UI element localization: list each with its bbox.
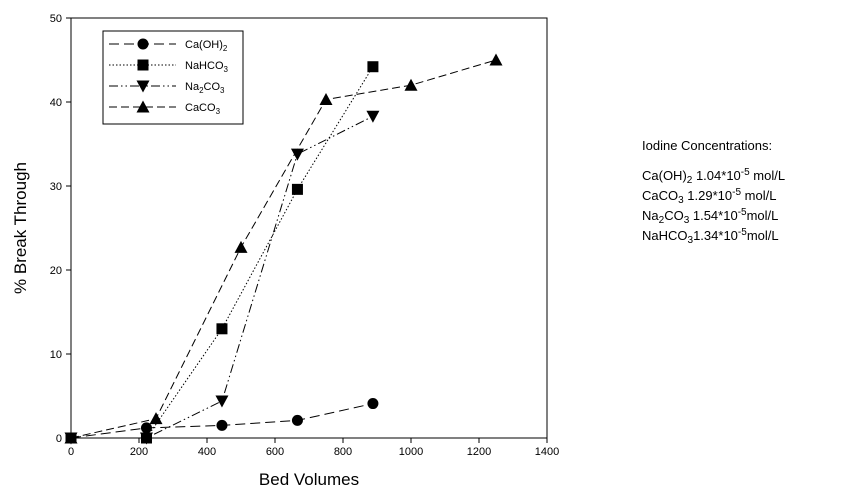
data-point bbox=[290, 148, 304, 161]
note-heading: Iodine Concentrations: bbox=[642, 138, 773, 153]
y-axis-title: % Break Through bbox=[11, 162, 30, 294]
data-point bbox=[216, 419, 228, 431]
y-tick-label: 20 bbox=[50, 265, 62, 277]
data-point bbox=[140, 422, 152, 434]
note-line-nahco3: NaHCO31.34*10-5mol/L bbox=[642, 227, 779, 246]
series-layer bbox=[64, 53, 503, 445]
y-tick-label: 50 bbox=[50, 13, 62, 25]
legend-label: CaCO3 bbox=[185, 102, 221, 116]
data-point bbox=[139, 432, 153, 445]
data-point bbox=[64, 431, 78, 444]
data-point bbox=[366, 110, 380, 123]
data-point bbox=[149, 412, 163, 425]
data-point bbox=[367, 398, 379, 410]
axes: 0 200 400 600 800 1000 1200 1400 0 10 20 30 40 50 bbox=[50, 13, 559, 458]
x-tick-label: 200 bbox=[130, 446, 148, 458]
legend-label: Ca(OH)2 bbox=[185, 39, 228, 53]
legend: Ca(OH)2 NaHCO3 Na2CO3 CaCO3 bbox=[102, 30, 244, 125]
series-line bbox=[70, 59, 497, 439]
series-2 bbox=[64, 110, 380, 445]
data-point bbox=[319, 92, 333, 105]
x-tick-label: 0 bbox=[68, 446, 74, 458]
legend-box bbox=[102, 30, 244, 125]
legend-marker bbox=[137, 59, 149, 71]
legend-marker bbox=[136, 100, 150, 113]
x-tick-label: 1200 bbox=[467, 446, 491, 458]
series-3 bbox=[64, 53, 503, 444]
data-point bbox=[291, 414, 303, 426]
series-line bbox=[71, 115, 374, 439]
note-line-na2co3: Na2CO3 1.54*10-5mol/L bbox=[642, 207, 779, 226]
x-tick-label: 600 bbox=[266, 446, 284, 458]
data-point bbox=[215, 395, 229, 408]
x-tick-label: 1400 bbox=[535, 446, 559, 458]
iodine-concentrations-note: Iodine Concentrations: Ca(OH)2 1.04*10-5… bbox=[642, 136, 785, 246]
data-point bbox=[216, 323, 228, 335]
data-point bbox=[489, 53, 503, 66]
x-axis-title: Bed Volumes bbox=[259, 470, 359, 489]
y-tick-label: 30 bbox=[50, 181, 62, 193]
y-tick-label: 10 bbox=[50, 349, 62, 361]
legend-marker bbox=[136, 80, 150, 93]
legend-label: NaHCO3 bbox=[185, 60, 229, 74]
x-tick-label: 1000 bbox=[399, 446, 423, 458]
note-line-caoh2: Ca(OH)2 1.04*10-5 mol/L bbox=[642, 167, 786, 186]
x-tick-label: 800 bbox=[334, 446, 352, 458]
y-tick-label: 0 bbox=[56, 433, 62, 445]
note-line-caco3: CaCO3 1.29*10-5 mol/L bbox=[642, 187, 777, 206]
data-point bbox=[291, 183, 303, 195]
plot-frame bbox=[70, 17, 548, 439]
data-point bbox=[234, 240, 248, 253]
legend-label: Na2CO3 bbox=[185, 81, 225, 95]
legend-marker bbox=[137, 38, 149, 50]
x-tick-label: 400 bbox=[198, 446, 216, 458]
y-tick-label: 40 bbox=[50, 97, 62, 109]
data-point bbox=[404, 78, 418, 91]
data-point bbox=[367, 61, 379, 73]
